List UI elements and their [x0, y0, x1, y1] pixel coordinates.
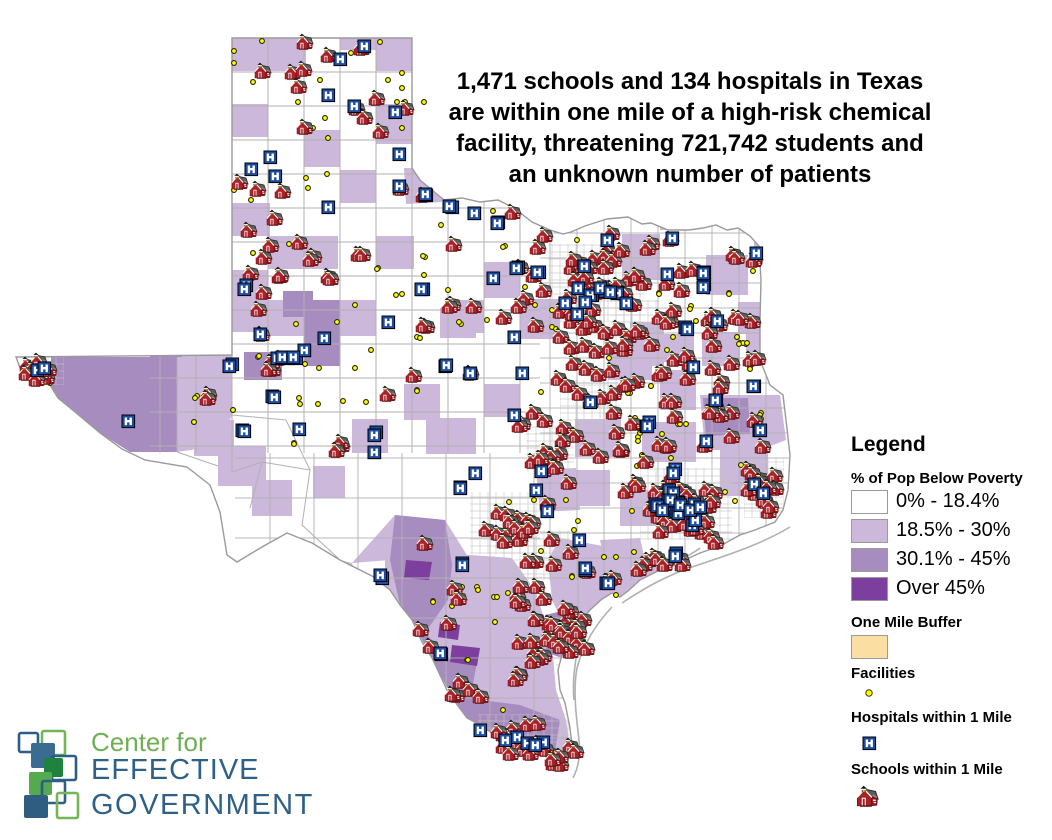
svg-text:EFFECTIVE: EFFECTIVE — [91, 754, 260, 786]
svg-text:Center for: Center for — [91, 727, 207, 757]
svg-text:GOVERNMENT: GOVERNMENT — [91, 789, 314, 821]
